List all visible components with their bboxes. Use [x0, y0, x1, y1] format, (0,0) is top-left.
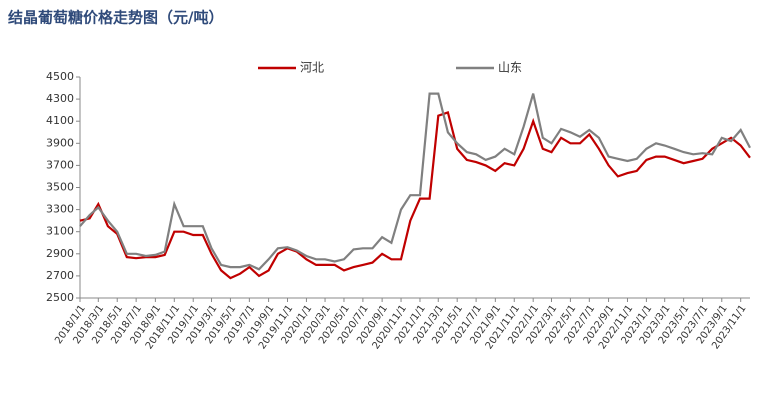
- legend-label: 山东: [498, 61, 522, 75]
- y-tick-label: 2700: [46, 269, 74, 282]
- y-tick-label: 3700: [46, 158, 74, 171]
- y-tick-label: 3900: [46, 136, 74, 149]
- y-tick-label: 3100: [46, 225, 74, 238]
- y-tick-label: 3300: [46, 203, 74, 216]
- series-line: [79, 92, 751, 271]
- y-tick-label: 4300: [46, 92, 74, 105]
- y-tick-label: 4100: [46, 114, 74, 127]
- chart-title: 结晶葡萄糖价格走势图（元/吨）: [8, 9, 223, 27]
- series-line: [79, 110, 751, 280]
- y-tick-label: 2500: [46, 291, 74, 304]
- y-tick-label: 3500: [46, 181, 74, 194]
- y-tick-label: 4500: [46, 70, 74, 83]
- legend-label: 河北: [300, 61, 324, 75]
- y-tick-label: 2900: [46, 247, 74, 260]
